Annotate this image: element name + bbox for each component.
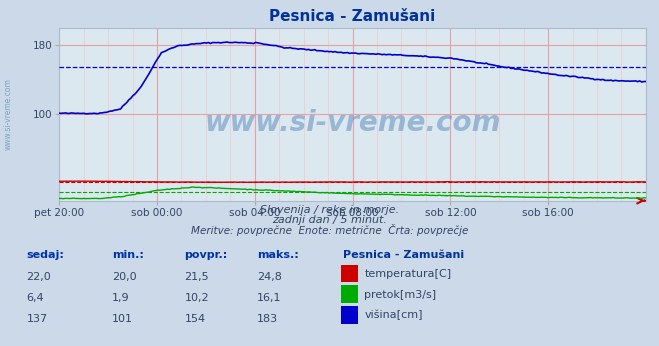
Text: zadnji dan / 5 minut.: zadnji dan / 5 minut. [272, 215, 387, 225]
Text: 22,0: 22,0 [26, 272, 51, 282]
Text: www.si-vreme.com: www.si-vreme.com [204, 109, 501, 137]
Text: min.:: min.: [112, 250, 144, 260]
Text: 16,1: 16,1 [257, 293, 281, 303]
Text: 1,9: 1,9 [112, 293, 130, 303]
Text: 10,2: 10,2 [185, 293, 209, 303]
Text: 154: 154 [185, 314, 206, 324]
Text: Pesnica - Zamušani: Pesnica - Zamušani [343, 250, 464, 260]
Text: sedaj:: sedaj: [26, 250, 64, 260]
Text: Slovenija / reke in morje.: Slovenija / reke in morje. [260, 205, 399, 215]
Text: 21,5: 21,5 [185, 272, 209, 282]
Text: maks.:: maks.: [257, 250, 299, 260]
Text: www.si-vreme.com: www.si-vreme.com [3, 78, 13, 150]
Text: povpr.:: povpr.: [185, 250, 228, 260]
Text: 183: 183 [257, 314, 278, 324]
Text: 20,0: 20,0 [112, 272, 136, 282]
Text: 137: 137 [26, 314, 47, 324]
Text: temperatura[C]: temperatura[C] [364, 269, 451, 279]
Text: Meritve: povprečne  Enote: metrične  Črta: povprečje: Meritve: povprečne Enote: metrične Črta:… [191, 224, 468, 236]
Text: pretok[m3/s]: pretok[m3/s] [364, 290, 436, 300]
Text: 101: 101 [112, 314, 133, 324]
Text: višina[cm]: višina[cm] [364, 310, 423, 320]
Text: 24,8: 24,8 [257, 272, 282, 282]
Title: Pesnica - Zamušani: Pesnica - Zamušani [270, 9, 436, 24]
Text: 6,4: 6,4 [26, 293, 44, 303]
